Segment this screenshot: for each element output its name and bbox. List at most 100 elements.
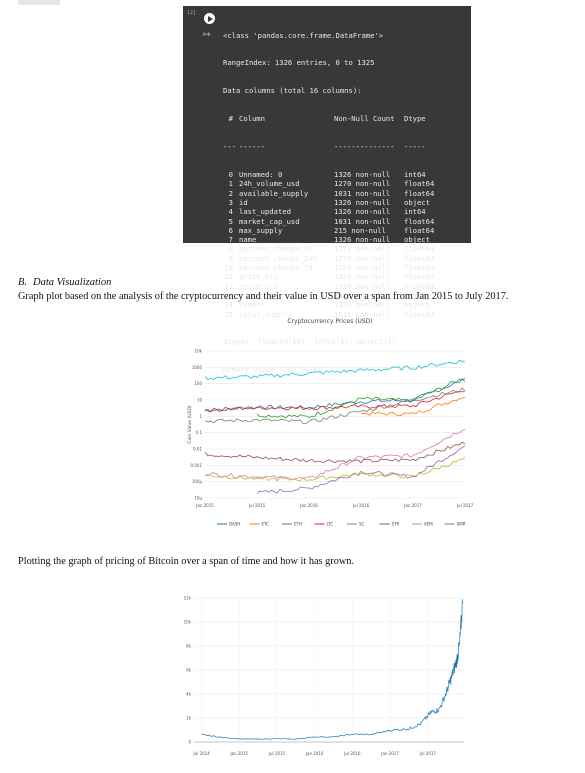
output-arrow-icon[interactable]: ↦ — [203, 30, 211, 40]
x-tick-label: Jan 2015 — [195, 503, 214, 508]
table-separator: --- ------ -------------- ----- — [223, 142, 426, 152]
chart-title: Cryptocurrency Prices (USD) — [287, 318, 373, 325]
cell-count: 1326 non-null — [334, 235, 391, 245]
table-row: 11 price_btc 1326 non-null float64 — [223, 272, 444, 281]
cell-dtype: float64 — [404, 281, 435, 291]
bitcoin-series-line — [201, 599, 463, 740]
y-tick-label: 10k — [195, 349, 203, 354]
legend-entry: STR — [392, 522, 400, 527]
cell-name: id — [239, 197, 248, 207]
cell-name: available_supply — [239, 188, 309, 198]
legend-entry: LTC — [327, 522, 334, 527]
cell-gutter: [2] ↦ — [183, 6, 219, 243]
cell-count: 1283 non-null — [334, 263, 391, 273]
cell-count: 1270 non-null — [334, 253, 391, 263]
cell-idx: 8 — [228, 244, 233, 254]
table-row: 1 24h_volume_usd 1270 non-null float64 — [223, 179, 444, 188]
section-label: B. — [18, 277, 28, 288]
cell-dtype: object — [404, 235, 430, 245]
cell-idx: 7 — [228, 235, 233, 245]
cell-idx: 15 — [224, 309, 233, 319]
cell-name: name — [239, 235, 257, 245]
paragraph-2: Plotting the graph of pricing of Bitcoin… — [18, 556, 355, 567]
table-row: 5 market_cap_usd 1031 non-null float64 — [223, 217, 444, 226]
cell-count: 1211 non-null — [334, 309, 391, 319]
y-tick-label: 8k — [186, 644, 192, 649]
cell-dtype: float64 — [404, 309, 435, 319]
x-tick-label: Jan 2015 — [229, 751, 248, 756]
run-cell-icon[interactable] — [204, 13, 215, 24]
table-header: # Column Non-Null Count Dtype — [228, 114, 426, 124]
cell-name: total_supply — [239, 309, 291, 319]
y-tick-label: 0.001 — [191, 463, 203, 468]
x-tick-label: Jan 2016 — [305, 751, 324, 756]
cell-dtype: float64 — [404, 216, 435, 226]
cell-idx: 4 — [228, 207, 233, 217]
bitcoin-price-chart: 0 2k 4k 6k 8k 10k 12k Jul 2014 Jan 2015 Jul 2015 J… — [172, 590, 472, 768]
cell-dtype: float64 — [404, 272, 435, 282]
section-title: Data Visualization — [33, 277, 112, 288]
cell-dtype: int64 — [404, 290, 426, 300]
cell-count: 1326 non-null — [334, 197, 391, 207]
cell-name: price_usd — [239, 281, 278, 291]
cell-idx: 3 — [228, 197, 233, 207]
cell-idx: 1 — [228, 179, 233, 189]
cell-count: 1031 non-null — [334, 216, 391, 226]
cell-name: max_supply — [239, 225, 283, 235]
y-tick-label: 0.1 — [196, 430, 203, 435]
dataframe-info-text: <class 'pandas.core.frame.DataFrame'> Ra… — [223, 12, 444, 393]
x-tick-label: Jul 2017 — [456, 503, 474, 508]
y-tick-label: 4k — [186, 692, 192, 697]
x-tick-label: Jan 2017 — [380, 751, 399, 756]
table-row: 9 percent_change_24h 1270 non-null float64 — [223, 254, 444, 263]
table-row: 4 last_updated 1326 non-null int64 — [223, 207, 444, 216]
cell-dtype: float64 — [404, 179, 435, 189]
series-line — [204, 360, 466, 381]
table-row: 0 Unnamed: 0 1326 non-null int64 — [223, 170, 444, 179]
series-line — [204, 378, 466, 412]
series-line — [204, 456, 466, 482]
y-tick-label: 2k — [186, 716, 192, 721]
x-tick-label: Jul 2014 — [192, 751, 210, 756]
cell-name: percent_change_24h — [239, 253, 317, 263]
legend-entry: DASH — [229, 522, 240, 527]
cell-idx: 5 — [228, 216, 233, 226]
cell-name: price_btc — [239, 272, 278, 282]
series-line — [256, 445, 466, 494]
cell-count: 215 non-null — [334, 225, 386, 235]
table-row: 10 percent_change_7d 1283 non-null float64 — [223, 263, 444, 272]
table-rows: 0 Unnamed: 0 1326 non-null int64 1 24h_volume… — [223, 170, 444, 319]
cell-dtype: float64 — [404, 263, 435, 273]
class-line: <class 'pandas.core.frame.DataFrame'> — [223, 30, 384, 40]
table-row: 15 total_supply 1211 non-null float64 — [223, 310, 444, 319]
cell-name: percent_change_7d — [239, 263, 313, 273]
cell-idx: 14 — [224, 300, 233, 310]
memory-line: memory usage: 165.9+ KB — [223, 365, 323, 375]
table-row: 6 max_supply 215 non-null float64 — [223, 226, 444, 235]
x-tick-label: Jan 2016 — [299, 503, 318, 508]
cell-count: 1326 non-null — [334, 207, 391, 217]
series-line — [256, 378, 466, 419]
legend-entry: ETH — [294, 522, 302, 527]
cell-count: 1270 non-null — [334, 179, 391, 189]
cell-dtype: float64 — [404, 188, 435, 198]
notebook-output-cell: [2] ↦ <class 'pandas.core.frame.DataFram… — [183, 6, 471, 374]
cell-dtype: int64 — [404, 170, 426, 180]
series-line — [360, 396, 466, 417]
y-tick-label: 12k — [184, 596, 192, 601]
crypto-prices-svg: 10µ 100µ 0.001 0.01 0.1 1 10 100 1000 10k Jan 2015… — [187, 349, 474, 527]
cell-name: symbol — [239, 300, 265, 310]
y-tick-label: 6k — [186, 668, 192, 673]
cell-dtype: object — [404, 197, 430, 207]
cell-name: market_cap_usd — [239, 216, 300, 226]
cell-idx: 9 — [228, 253, 233, 263]
y-axis-label: Coin Value (USD) — [187, 405, 193, 444]
bitcoin-price-svg: 0 2k 4k 6k 8k 10k 12k Jul 2014 Jan 2015 Jul 2015 J… — [184, 596, 464, 756]
cell-idx: 12 — [224, 281, 233, 291]
x-tick-label: Jul 2015 — [268, 751, 286, 756]
cell-name: Unnamed: 0 — [239, 170, 283, 180]
cell-count: 1326 non-null — [334, 170, 391, 180]
series-line — [204, 441, 466, 464]
y-tick-label: 10µ — [194, 496, 202, 501]
cell-dtype: float64 — [404, 253, 435, 263]
